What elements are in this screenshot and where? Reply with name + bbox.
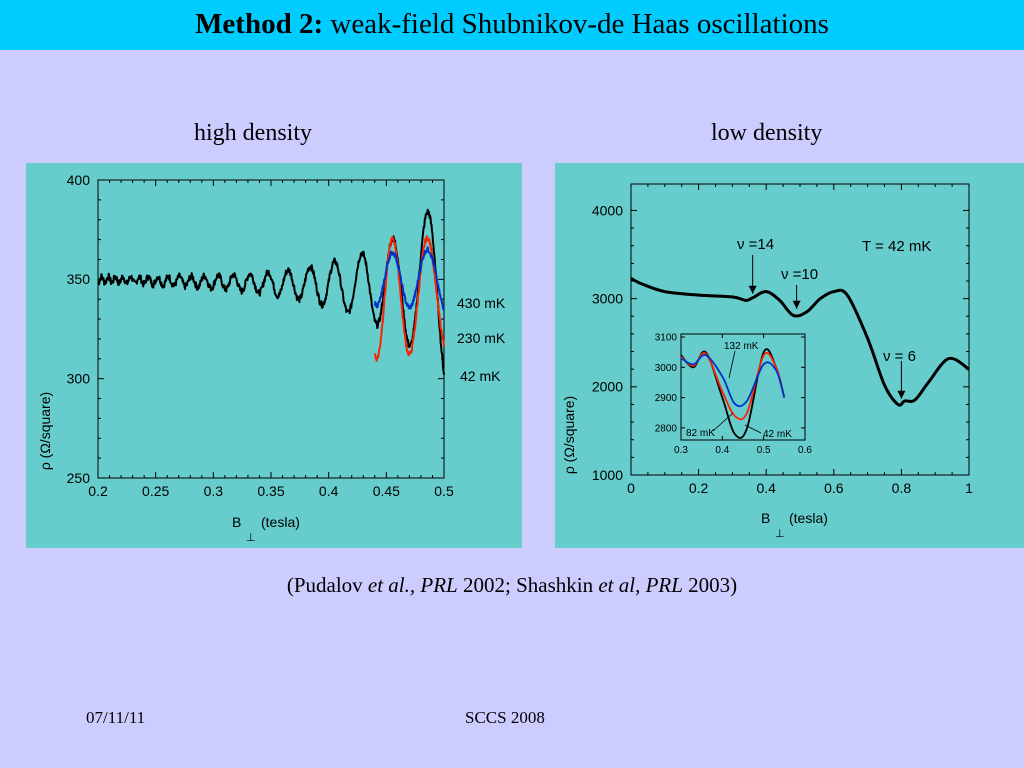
x-axis-label: B [232, 514, 241, 530]
panel-low-density: 0 0.2 0.4 0.6 0.8 1 1000 2000 3000 4000 ν =14 ν … [555, 163, 1024, 548]
legend-label-42mk: 42 mK [460, 368, 501, 384]
x-axis-unit: (tesla) [261, 514, 300, 530]
y-tick-label: 350 [67, 271, 91, 287]
slide-title-bold: Method 2: [195, 8, 324, 40]
series-line-42mk [97, 208, 445, 375]
series-line-430mk [373, 246, 445, 311]
axis-ticks [97, 179, 445, 479]
arrow-head [897, 390, 906, 399]
x-axis-unit: (tesla) [789, 510, 828, 526]
x-tick-label: 0.5 [434, 483, 454, 499]
panel-high-density: 0.2 0.25 0.3 0.35 0.4 0.45 0.5 250 300 350 400 B … [26, 163, 522, 548]
footer-event: SCCS 2008 [465, 708, 545, 727]
inset-chart: 0.3 0.4 0.5 0.6 2800 2900 3000 3100 132 mK 82 … [655, 333, 813, 456]
x-axis-label-subscript: ⊥ [246, 532, 256, 544]
inset-x-tick-label: 0.5 [757, 445, 771, 456]
leader-132mk [728, 350, 736, 379]
x-tick-labels: 0 0.2 0.4 0.6 0.8 1 [627, 480, 973, 496]
plot-border [97, 179, 445, 479]
x-tick-label: 0.25 [142, 483, 169, 499]
x-tick-label: 0.2 [689, 480, 709, 496]
y-tick-label: 250 [67, 470, 91, 486]
citation-part: 2002; Shashkin [457, 573, 599, 597]
inset-x-tick-label: 0.3 [674, 445, 688, 456]
x-tick-label: 0.3 [204, 483, 224, 499]
y-axis-label: ρ (Ω/square) [561, 396, 577, 474]
footer-date: 07/11/11 [86, 708, 146, 727]
series-line-main [630, 277, 970, 407]
chart-low-density: 0 0.2 0.4 0.6 0.8 1 1000 2000 3000 4000 ν =14 ν … [561, 183, 973, 540]
inset-axis-ticks [680, 334, 806, 440]
citation: (Pudalov et al., PRL 2002; Shashkin et a… [0, 573, 1024, 598]
x-tick-label: 0.2 [88, 483, 108, 499]
heading-high-density: high density [194, 120, 312, 146]
annotation-nu-6: ν = 6 [883, 348, 916, 365]
x-tick-label: 0.4 [319, 483, 339, 499]
y-tick-label: 1000 [592, 467, 623, 483]
inset-y-tick-labels: 2800 2900 3000 3100 [655, 333, 678, 435]
citation-part: (Pudalov [286, 573, 368, 597]
inset-x-tick-label: 0.6 [798, 445, 812, 456]
filling-factor-arrows [748, 255, 906, 399]
inset-x-tick-label: 0.4 [715, 445, 729, 456]
arrow-head [748, 285, 757, 294]
citation-italic: et al [598, 573, 636, 597]
citation-italic: et al., PRL [367, 573, 458, 597]
inset-label-leaders [712, 350, 762, 434]
inset-label-82mk: 82 mK [686, 428, 715, 439]
inset-label-132mk: 132 mK [724, 341, 759, 352]
citation-part: , [635, 573, 646, 597]
x-tick-label: 0.35 [257, 483, 284, 499]
inset-y-tick-label: 3100 [655, 333, 678, 344]
x-tick-label: 0.8 [892, 480, 912, 496]
inset-series-group [680, 348, 786, 439]
leader-42mk [744, 424, 762, 434]
x-axis-label-subscript: ⊥ [775, 528, 785, 540]
inset-frame [680, 333, 806, 441]
x-tick-label: 0 [627, 480, 635, 496]
inset-y-tick-label: 2900 [655, 393, 678, 404]
legend-label-430mk: 430 mK [457, 295, 506, 311]
arrow-head [792, 300, 801, 309]
inset-x-tick-labels: 0.3 0.4 0.5 0.6 [674, 445, 812, 456]
x-tick-label: 0.6 [824, 480, 844, 496]
y-tick-label: 3000 [592, 291, 623, 307]
y-tick-labels: 250 300 350 400 [67, 172, 91, 486]
inset-y-tick-label: 3000 [655, 363, 678, 374]
annotation-nu-14: ν =14 [737, 236, 774, 253]
annotation-nu-10: ν =10 [781, 266, 818, 283]
y-tick-label: 2000 [592, 379, 623, 395]
x-tick-labels: 0.2 0.25 0.3 0.35 0.4 0.45 0.5 [88, 483, 454, 499]
y-tick-label: 300 [67, 371, 91, 387]
x-axis-label: B [761, 510, 770, 526]
heading-low-density: low density [711, 120, 823, 146]
title-bar: Method 2: weak-field Shubnikov-de Haas o… [0, 0, 1024, 50]
leader-82mk [712, 412, 734, 432]
slide-title-rest: weak-field Shubnikov-de Haas oscillation… [323, 8, 829, 40]
x-tick-label: 0.45 [373, 483, 400, 499]
series-group [630, 277, 970, 407]
y-tick-label: 400 [67, 172, 91, 188]
citation-part: 2003) [682, 573, 738, 597]
annotation-temperature: T = 42 mK [862, 238, 931, 255]
axis-ticks [630, 184, 970, 476]
x-tick-label: 0.4 [756, 480, 776, 496]
inset-label-42mk: 42 mK [763, 429, 792, 440]
slide-title: Method 2: weak-field Shubnikov-de Haas o… [0, 8, 1024, 41]
citation-italic: PRL [645, 573, 683, 597]
plot-frame [97, 179, 445, 479]
x-tick-label: 1 [965, 480, 973, 496]
series-group [97, 208, 445, 375]
inset-series-line-132mk [680, 354, 786, 408]
y-tick-label: 4000 [592, 202, 623, 218]
inset-y-tick-label: 2800 [655, 423, 678, 434]
y-tick-labels: 1000 2000 3000 4000 [592, 202, 623, 483]
legend-label-230mk: 230 mK [457, 330, 506, 346]
y-axis-label: ρ (Ω/square) [37, 392, 53, 470]
